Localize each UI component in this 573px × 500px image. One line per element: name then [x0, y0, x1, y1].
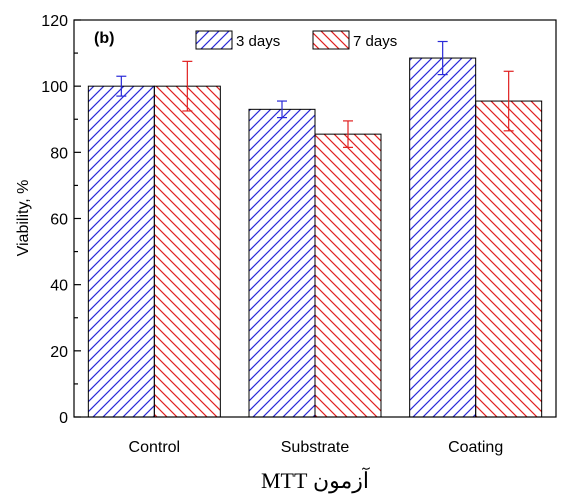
error-bars-group [116, 40, 514, 148]
panel-label: (b) [94, 30, 114, 47]
bar-substrate-7-days [314, 133, 382, 418]
error-bar-substrate-7-days [343, 120, 353, 148]
legend-swatch-3-days [195, 30, 233, 50]
error-bar-coating-3-days [437, 40, 448, 76]
y-tick-label: 120 [41, 13, 68, 30]
bar-coating-7-days [475, 100, 543, 418]
y-tick-label: 60 [50, 212, 68, 229]
legend: 3 days 7 days [195, 30, 397, 50]
x-tick-label-control: Control [129, 439, 181, 456]
bar-control-7-days [153, 85, 221, 418]
bar-substrate-3-days [248, 108, 316, 418]
y-axis-ticks: 0 20 40 60 80 100 120 [41, 13, 81, 427]
bars-group [87, 57, 543, 418]
bar-coating-3-days [409, 57, 477, 418]
y-tick-label: 20 [50, 344, 68, 361]
y-axis-label: Viability, % [15, 180, 32, 257]
legend-label-3-days: 3 days [236, 33, 280, 50]
y-tick-label: 80 [50, 145, 68, 162]
x-tick-label-substrate: Substrate [281, 439, 350, 456]
y-tick-label: 0 [59, 410, 68, 427]
x-axis-label: آزمون MTT [261, 467, 370, 494]
x-tick-label-coating: Coating [448, 439, 503, 456]
legend-swatch-7-days [312, 30, 350, 50]
y-tick-label: 100 [41, 79, 68, 96]
error-bar-control-3-days [116, 75, 127, 97]
y-tick-label: 40 [50, 278, 68, 295]
legend-label-7-days: 7 days [353, 33, 397, 50]
x-axis-categories: Control Substrate Coating [129, 439, 504, 456]
error-bar-substrate-3-days [277, 100, 287, 119]
error-bar-coating-7-days [503, 70, 514, 132]
error-bar-control-7-days [182, 60, 193, 112]
bar-control-3-days [87, 85, 155, 418]
